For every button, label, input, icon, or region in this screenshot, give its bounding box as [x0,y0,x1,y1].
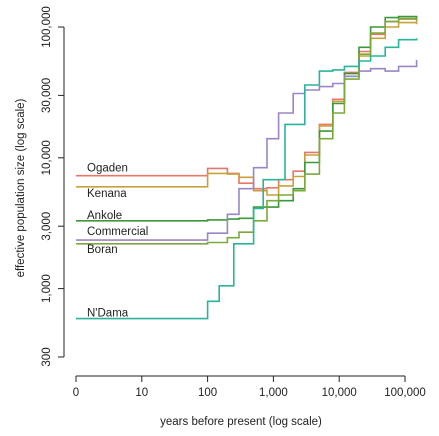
x-tick-label: 1,000 [259,387,288,399]
y-axis-title: effective population size (log scale) [15,98,27,277]
y-tick-label: 1,000 [41,274,53,303]
x-tick-label: 100 [198,387,217,399]
axes: 300 1,000 3,000 10,000 30,000 100,000 0 10 100 1,… [41,6,426,399]
series-line-ankole [76,15,418,222]
series-label-ankole: Ankole [87,210,122,222]
series-label-ogaden: Ogaden [87,163,128,175]
series-labels: Ogaden Kenana Ankole Commercial Boran N'Dama [87,163,148,320]
y-tick-label: 10,000 [41,140,53,175]
x-tick-label: 10 [135,387,148,399]
series-label-commercial: Commercial [87,226,148,238]
series-label-n-dama: N'Dama [87,308,129,320]
y-tick-label: 3,000 [41,212,53,241]
x-axis-title: years before present (log scale) [160,416,322,428]
series-label-boran: Boran [87,244,118,256]
series-line-boran [76,17,418,245]
series-line-commercial [76,59,418,241]
y-tick-label: 300 [41,347,53,366]
x-tick-label: 10,000 [322,387,357,399]
series-line-n-dama [76,38,418,320]
y-tick-label: 30,000 [41,78,53,113]
x-tick-label: 100,000 [384,387,426,399]
y-tick-label: 100,000 [41,6,53,48]
plot-area [76,15,418,320]
x-tick-label: 0 [73,387,79,399]
series-label-kenana: Kenana [87,188,127,200]
